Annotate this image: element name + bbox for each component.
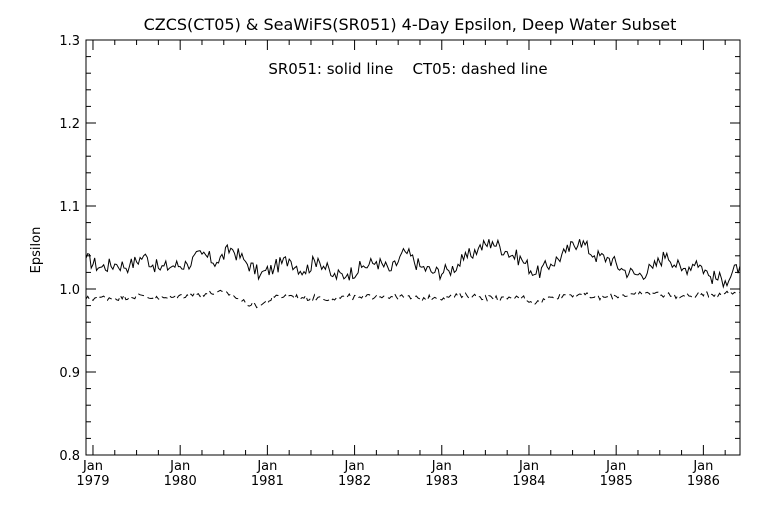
x-tick-year-label: 1981 (251, 474, 284, 489)
y-axis-label: Epsilon (29, 227, 44, 274)
series-line-sr051 (85, 238, 741, 289)
x-tick-year-label: 1980 (164, 474, 197, 489)
x-tick-month-label: Jan (605, 459, 626, 474)
y-tick-label: 0.8 (59, 449, 80, 464)
x-tick-year-label: 1983 (425, 474, 458, 489)
x-tick-year-label: 1986 (687, 474, 720, 489)
y-tick-label: 1.2 (59, 117, 80, 132)
x-tick-month-label: Jan (518, 459, 539, 474)
x-tick-year-label: 1982 (338, 474, 371, 489)
plot-frame (85, 39, 741, 456)
x-tick-month-label: Jan (82, 459, 103, 474)
x-tick-year-label: 1979 (76, 474, 109, 489)
x-tick-month-label: Jan (344, 459, 365, 474)
y-tick-label: 1.1 (59, 200, 80, 215)
y-tick-label: 1.3 (59, 34, 80, 49)
x-tick-year-label: 1984 (512, 474, 545, 489)
x-tick-month-label: Jan (692, 459, 713, 474)
x-tick-year-label: 1985 (600, 474, 633, 489)
x-tick-month-label: Jan (256, 459, 277, 474)
y-tick-label: 0.9 (59, 366, 80, 381)
series-layer (85, 238, 741, 309)
x-tick-month-label: Jan (431, 459, 452, 474)
chart-annotation: SR051: solid line CT05: dashed line (268, 60, 547, 78)
chart-title: CZCS(CT05) & SeaWiFS(SR051) 4-Day Epsilo… (144, 15, 677, 34)
axes: 0.80.91.01.11.21.3Jan1979Jan1980Jan1981J… (59, 34, 740, 489)
y-tick-label: 1.0 (59, 283, 80, 298)
x-tick-month-label: Jan (169, 459, 190, 474)
